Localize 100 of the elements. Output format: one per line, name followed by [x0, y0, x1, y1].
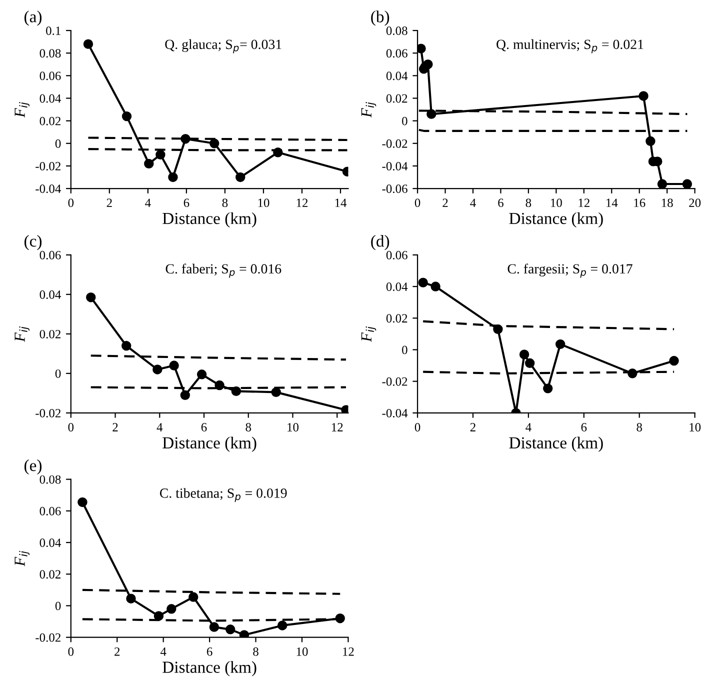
y-tick-label: 0.08 — [40, 475, 61, 484]
x-tick-label: 16 — [634, 198, 646, 208]
point — [122, 111, 132, 122]
x-tick-label: 6 — [581, 423, 587, 432]
x-tick-label: 4 — [160, 647, 166, 656]
x-tick-label: 2 — [442, 198, 448, 207]
y-tick-label: 0.1 — [46, 26, 60, 36]
y-tick-label: 0 — [55, 602, 61, 610]
y-tick-label: 0.04 — [40, 538, 61, 548]
point — [126, 594, 136, 604]
y-tick-label: 0 — [55, 369, 61, 378]
y-axis-title: F$_{ij}$ — [361, 102, 376, 118]
x-tick-label: 8 — [526, 198, 532, 208]
point — [418, 44, 426, 54]
x-tick-label: 10 — [690, 423, 701, 432]
point — [519, 350, 530, 360]
x-tick-label: 2 — [114, 647, 120, 656]
y-tick-label: -0.02 — [382, 377, 408, 386]
point — [423, 60, 433, 70]
y-tick-label: -0.02 — [382, 139, 408, 148]
point — [166, 604, 176, 614]
x-tick-label: 2 — [112, 423, 118, 432]
point — [83, 39, 94, 49]
y-tick-label: -0.04 — [36, 184, 61, 194]
y-axis-title: F$_{ij}$ — [14, 102, 30, 118]
y-axis-title: F$_{ij}$ — [361, 326, 376, 342]
y-tick-label: 0.06 — [40, 506, 61, 516]
y-tick-label: 0 — [402, 346, 408, 354]
x-tick-label: 20 — [689, 198, 701, 208]
point — [271, 387, 281, 398]
point — [122, 340, 132, 351]
point — [657, 179, 668, 189]
point — [231, 386, 242, 396]
point — [180, 390, 190, 400]
annotation: Q. multinervis; S$_{p}$ = 0.021 — [496, 39, 644, 54]
point — [188, 592, 198, 602]
annotation: C. fargesii; S$_{p}$ = 0.017 — [508, 264, 632, 278]
y-tick-label: 0.02 — [40, 570, 60, 579]
x-tick-label: 14 — [335, 198, 347, 207]
point — [156, 150, 166, 160]
x-tick-label: 8 — [246, 423, 252, 432]
chart-title: (c) — [24, 235, 42, 250]
y-tick-label: -0.02 — [36, 162, 60, 170]
y-tick-label: 0.04 — [386, 72, 408, 80]
x-tick-label: 6 — [498, 198, 504, 208]
point — [236, 172, 246, 182]
y-tick-label: 0.02 — [386, 314, 408, 323]
x-tick-label: 0 — [68, 647, 74, 656]
point — [78, 497, 88, 508]
point — [418, 278, 428, 288]
point — [169, 360, 179, 370]
point — [430, 282, 440, 292]
x-axis-title: Distance (km) — [162, 212, 256, 228]
point — [646, 136, 656, 146]
y-tick-label: -0.06 — [382, 184, 408, 194]
x-tick-label: 4 — [145, 198, 151, 207]
point — [555, 339, 566, 350]
x-tick-label: 6 — [206, 647, 212, 656]
x-tick-label: 8 — [253, 647, 258, 656]
point — [210, 138, 220, 148]
x-tick-label: 2 — [470, 423, 476, 432]
y-tick-label: 0.06 — [386, 49, 408, 58]
point — [426, 109, 436, 119]
x-tick-label: 8 — [636, 423, 642, 432]
chart-title: (a) — [24, 10, 42, 26]
y-tick-label: -0.04 — [382, 408, 408, 418]
y-tick-label: 0.08 — [40, 49, 61, 58]
y-tick-label: 0.04 — [40, 290, 61, 299]
annotation: C. tibetana; S$_{p}$ = 0.019 — [160, 488, 287, 502]
point — [152, 364, 162, 374]
annotation: Q. glauca; S$_{p}$= 0.031 — [165, 39, 282, 54]
point — [196, 370, 207, 380]
y-tick-label: 0.06 — [40, 72, 61, 80]
y-tick-label: 0.04 — [40, 94, 61, 103]
x-tick-label: 12 — [332, 423, 343, 432]
y-tick-label: -0.04 — [382, 162, 408, 170]
x-tick-label: 10 — [288, 423, 299, 432]
x-tick-label: 4 — [526, 423, 532, 432]
point — [277, 620, 288, 630]
x-tick-label: 10 — [551, 198, 562, 208]
y-tick-label: 0.06 — [386, 250, 408, 260]
y-tick-label: 0.02 — [40, 330, 60, 338]
y-tick-label: 0.06 — [40, 250, 61, 260]
x-tick-label: 6 — [184, 198, 190, 208]
y-tick-label: 0 — [55, 139, 61, 148]
point — [542, 384, 553, 394]
chart-title: (d) — [371, 235, 390, 250]
x-axis-title: Distance (km) — [509, 212, 603, 228]
x-axis-title: Distance (km) — [162, 436, 256, 452]
x-tick-label: 10 — [258, 198, 270, 208]
y-tick-label: -0.02 — [36, 633, 60, 642]
point — [239, 630, 250, 638]
y-tick-label: 0.02 — [40, 116, 60, 126]
x-tick-label: 10 — [296, 647, 308, 656]
annotation: C. faberi; S$_{p}$ = 0.016 — [166, 264, 282, 278]
point — [638, 91, 648, 101]
chart-title: (b) — [371, 10, 390, 26]
x-tick-label: 18 — [662, 198, 673, 208]
y-tick-label: 0 — [402, 116, 408, 126]
x-tick-label: 12 — [296, 198, 308, 207]
